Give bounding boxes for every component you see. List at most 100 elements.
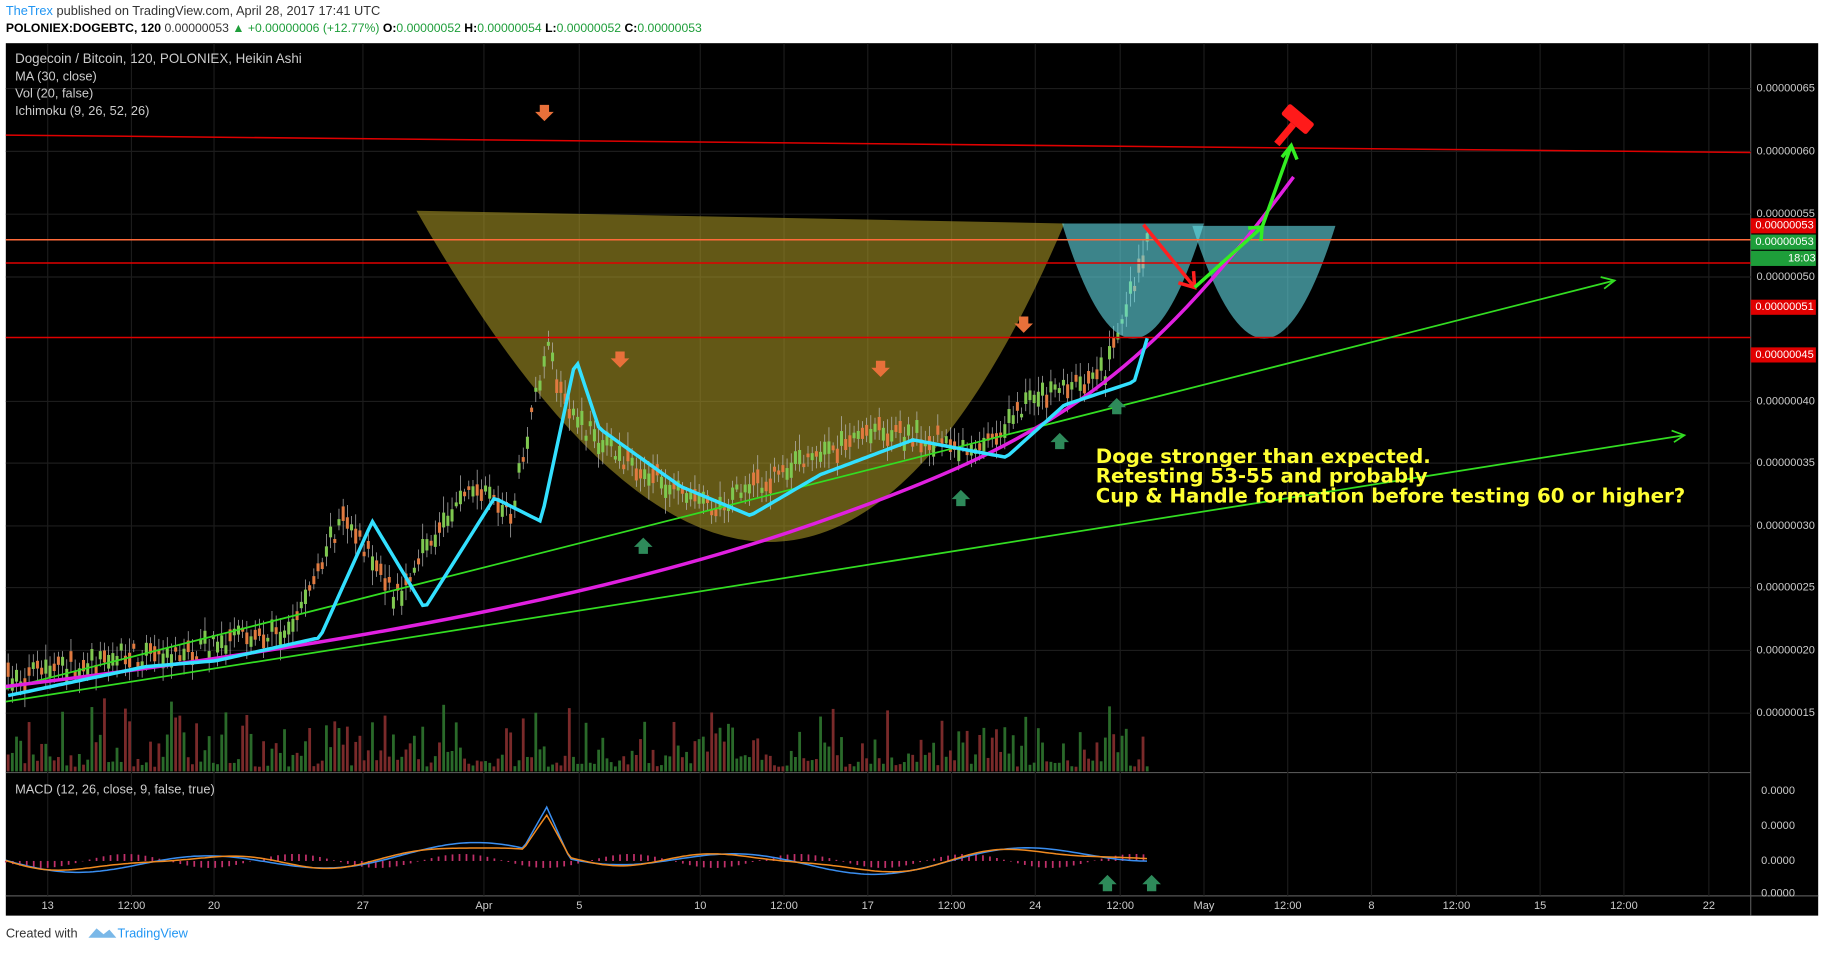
candle xyxy=(27,667,31,676)
change: ▲ +0.00000006 (+12.77%) xyxy=(232,21,379,35)
l: 0.00000052 xyxy=(557,21,622,35)
price-label: 0.00000035 xyxy=(1757,457,1815,469)
candle xyxy=(823,441,827,455)
candle xyxy=(647,473,651,486)
volume-bar xyxy=(61,711,64,772)
volume-bar xyxy=(291,754,295,772)
candle xyxy=(1082,384,1086,394)
footer-brand[interactable]: TradingView xyxy=(117,926,188,941)
candle xyxy=(182,648,186,661)
volume-bar xyxy=(69,755,73,772)
candle xyxy=(1041,382,1045,396)
volume-bar xyxy=(44,743,48,772)
volume-bar xyxy=(588,762,592,772)
candle xyxy=(638,469,643,479)
volume-bar xyxy=(647,763,651,772)
volume-bar xyxy=(731,727,735,772)
volume-bar xyxy=(881,763,885,772)
volume-bar xyxy=(513,766,517,772)
candle xyxy=(350,524,354,531)
down-arrow xyxy=(535,104,554,122)
volume-bar xyxy=(680,757,684,772)
annotation: Doge stronger than expected. Retesting 5… xyxy=(1096,445,1686,508)
volume-bar xyxy=(165,734,169,772)
volume-bar xyxy=(191,764,194,772)
candle xyxy=(630,457,634,466)
candle xyxy=(626,448,630,462)
volume-bar xyxy=(722,741,726,772)
candle xyxy=(1007,409,1011,423)
volume-bar xyxy=(915,761,919,772)
candle xyxy=(592,429,596,442)
candle xyxy=(886,433,890,446)
candle xyxy=(207,651,211,661)
candle xyxy=(735,484,739,490)
candle xyxy=(509,513,513,524)
time-label: 12:00 xyxy=(1274,900,1302,912)
candle xyxy=(915,420,919,433)
volume-bar xyxy=(944,756,948,772)
volume-bar xyxy=(961,742,965,772)
volume-bar xyxy=(1057,762,1061,772)
gavel-icon xyxy=(1274,104,1314,147)
volume-bar xyxy=(65,765,69,772)
candle xyxy=(856,430,860,439)
volume-bar xyxy=(1145,766,1149,772)
cup-shape xyxy=(416,210,1065,542)
volume-bar xyxy=(1020,745,1023,772)
volume-bar xyxy=(1045,761,1049,772)
candle xyxy=(165,648,169,658)
published: published on TradingView.com, April 28, … xyxy=(57,3,381,18)
candle xyxy=(990,433,994,439)
volume-bar xyxy=(124,708,127,772)
candle xyxy=(865,424,869,436)
candle xyxy=(35,660,39,669)
down-arrow xyxy=(1014,316,1033,333)
volume-bar xyxy=(752,740,755,772)
candle xyxy=(668,484,672,495)
candle xyxy=(869,428,873,444)
volume-bar xyxy=(814,759,818,772)
candle xyxy=(224,645,228,654)
volume-bar xyxy=(928,752,931,772)
volume-bar xyxy=(873,739,877,772)
legend-item: Dogecoin / Bitcoin, 120, POLONIEX, Heiki… xyxy=(15,51,302,66)
macd-label: 0.0000 xyxy=(1761,855,1795,867)
volume-bar xyxy=(274,743,278,772)
candle xyxy=(232,628,236,636)
candle xyxy=(571,408,576,416)
candle xyxy=(513,500,517,509)
volume-bar xyxy=(379,750,383,772)
candle xyxy=(379,563,383,575)
candle xyxy=(697,494,701,504)
volume-bar xyxy=(392,734,395,772)
candle xyxy=(819,451,823,462)
volume-bar xyxy=(798,731,802,772)
volume-bar xyxy=(463,758,467,772)
candle xyxy=(810,453,814,461)
volume-bar xyxy=(1015,766,1019,772)
candle xyxy=(274,627,278,635)
candle xyxy=(496,497,500,513)
volume-bar xyxy=(178,715,182,772)
candle xyxy=(1003,424,1007,438)
candle xyxy=(747,484,751,494)
volume-bar xyxy=(387,756,391,772)
volume-bar xyxy=(354,741,358,772)
author[interactable]: TheTrex xyxy=(6,3,54,18)
candle xyxy=(128,652,132,668)
volume-bar xyxy=(136,758,140,772)
candle xyxy=(450,509,454,522)
volume-bar xyxy=(52,760,56,772)
candle xyxy=(1032,394,1036,404)
candle xyxy=(262,634,266,649)
candle xyxy=(994,433,998,445)
candle xyxy=(69,651,73,662)
volume-bar xyxy=(283,729,286,772)
volume-bar xyxy=(128,721,131,772)
volume-bar xyxy=(965,730,969,772)
candle xyxy=(488,486,492,499)
candle xyxy=(852,432,856,439)
time-label: 24 xyxy=(1029,900,1041,912)
